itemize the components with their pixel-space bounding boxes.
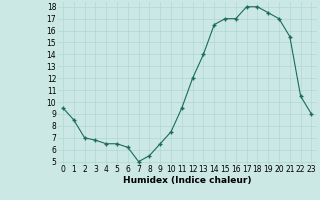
X-axis label: Humidex (Indice chaleur): Humidex (Indice chaleur) <box>123 176 252 185</box>
